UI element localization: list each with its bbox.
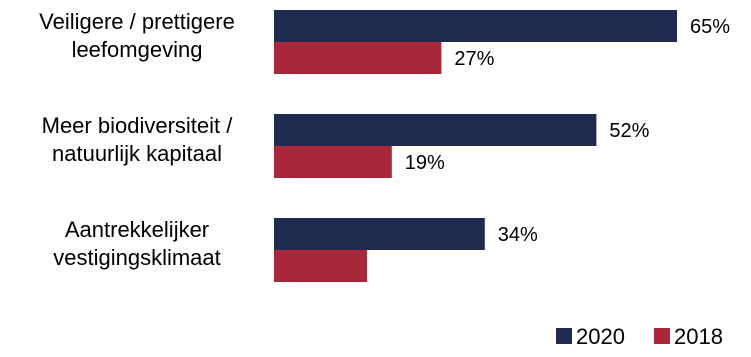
legend-swatch-2018 <box>654 328 670 344</box>
value-label-2018-2: 19% <box>405 152 445 174</box>
value-label-2018-1: 27% <box>454 48 494 70</box>
category-label-line: leefomgeving <box>72 37 203 62</box>
value-label-2020-3: 34% <box>498 224 538 246</box>
category-label-line: Veiligere / prettigere <box>39 9 235 34</box>
bar-2020-1 <box>274 10 677 42</box>
category-label-line: Meer biodiversiteit / <box>42 113 234 138</box>
category-label-line: vestigingsklimaat <box>53 245 221 270</box>
category-label-line: Aantrekkelijker <box>65 217 209 242</box>
category-label: Meer biodiversiteit / natuurlijk kapitaal <box>42 113 234 166</box>
legend-label-2018: 2018 <box>674 324 723 349</box>
category-label: Aantrekkelijker vestigingsklimaat <box>53 217 221 270</box>
bar-2018-2 <box>274 146 392 178</box>
bar-2018-1 <box>274 42 442 74</box>
bar-2018-3 <box>274 250 367 282</box>
legend: 2020 2018 <box>556 324 723 349</box>
bar-2020-3 <box>274 218 485 250</box>
legend-label-2020: 2020 <box>576 324 625 349</box>
category-label: Veiligere / prettigere leefomgeving <box>39 9 235 62</box>
bars <box>274 10 677 282</box>
value-label-2020-2: 52% <box>609 120 649 142</box>
bar-2020-2 <box>274 114 597 146</box>
legend-swatch-2020 <box>556 328 572 344</box>
value-label-2020-1: 65% <box>690 16 730 38</box>
category-label-line: natuurlijk kapitaal <box>52 141 222 166</box>
category-labels: Veiligere / prettigere leefomgeving Meer b… <box>39 9 235 270</box>
value-labels: 65% 27% 52% 19% 34% <box>405 16 730 246</box>
